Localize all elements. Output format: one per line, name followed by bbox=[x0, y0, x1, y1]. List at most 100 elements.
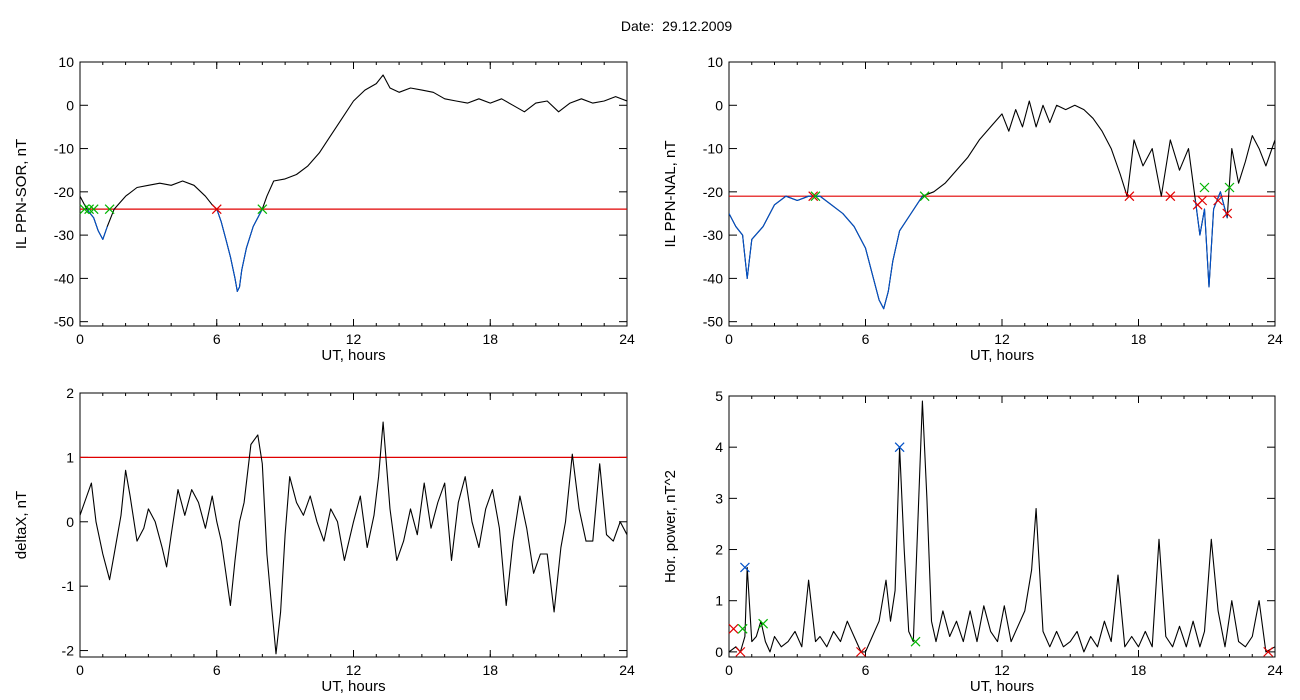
x-tick-label: 24 bbox=[1267, 331, 1283, 347]
cross-marker bbox=[211, 204, 222, 215]
y-tick-label: 10 bbox=[58, 54, 74, 70]
cross-marker-stroke bbox=[735, 646, 746, 657]
cross-marker bbox=[856, 646, 866, 657]
x-tick-label: 6 bbox=[213, 662, 221, 678]
y-axis-title: deltaX, nT bbox=[13, 491, 30, 559]
data-line bbox=[80, 421, 627, 655]
y-tick-label: -50 bbox=[54, 314, 74, 330]
y-tick-label: 4 bbox=[715, 439, 723, 455]
cross-marker-stroke bbox=[740, 562, 750, 573]
cross-marker bbox=[919, 191, 930, 202]
cross-marker-stroke bbox=[88, 204, 99, 215]
cross-marker-stroke bbox=[1165, 191, 1176, 202]
y-tick-label: -40 bbox=[54, 270, 74, 286]
cross-marker bbox=[104, 204, 115, 215]
x-tick-label: 6 bbox=[862, 331, 870, 347]
cross-marker-stroke bbox=[257, 204, 268, 215]
x-axis-title: UT, hours bbox=[321, 678, 385, 695]
x-tick-label: 12 bbox=[994, 662, 1010, 678]
y-axis-title: IL PPN-SOR, nT bbox=[13, 139, 30, 249]
cross-marker-stroke bbox=[856, 646, 866, 657]
y-axis-title: IL PPN-NAL, nT bbox=[662, 141, 679, 248]
y-tick-label: 3 bbox=[715, 490, 723, 506]
cross-marker-stroke bbox=[910, 636, 921, 647]
cross-marker-stroke bbox=[1199, 182, 1210, 193]
cross-marker bbox=[808, 191, 819, 202]
cross-marker-stroke bbox=[211, 204, 222, 215]
cross-marker bbox=[735, 646, 746, 657]
y-tick-label: -1 bbox=[62, 578, 75, 594]
x-tick-label: 0 bbox=[76, 662, 84, 678]
cross-marker-stroke bbox=[894, 442, 905, 453]
cross-marker-stroke bbox=[1197, 195, 1208, 206]
x-tick-label: 12 bbox=[994, 331, 1010, 347]
cross-marker bbox=[1263, 646, 1274, 657]
cross-marker-stroke bbox=[104, 204, 115, 215]
y-axis-title: Hor. power, nT^2 bbox=[662, 470, 679, 583]
y-tick-label: -10 bbox=[54, 141, 74, 157]
x-tick-label: 12 bbox=[346, 331, 362, 347]
data-line bbox=[729, 400, 1275, 653]
x-tick-label: 24 bbox=[619, 662, 635, 678]
figure-title: Date: 29.12.2009 bbox=[620, 18, 733, 34]
cross-marker-stroke bbox=[919, 191, 930, 202]
cross-marker bbox=[810, 191, 821, 202]
y-tick-label: -40 bbox=[703, 270, 723, 286]
data-line bbox=[729, 100, 1275, 310]
cross-marker bbox=[1222, 208, 1233, 219]
y-tick-label: -10 bbox=[703, 141, 723, 157]
cross-marker-stroke bbox=[808, 191, 819, 202]
blue-segment-line bbox=[1194, 191, 1228, 288]
y-tick-label: 0 bbox=[66, 97, 74, 113]
cross-marker-stroke bbox=[1222, 208, 1233, 219]
cross-marker bbox=[1124, 191, 1135, 202]
cross-marker bbox=[1224, 182, 1235, 193]
y-tick-label: -30 bbox=[703, 227, 723, 243]
x-tick-label: 6 bbox=[862, 662, 870, 678]
y-tick-label: 0 bbox=[715, 644, 723, 660]
cross-marker bbox=[910, 636, 921, 647]
blue-segment-line bbox=[216, 208, 263, 292]
cross-marker-stroke bbox=[728, 623, 739, 634]
cross-marker-stroke bbox=[1124, 191, 1135, 202]
y-tick-label: 1 bbox=[715, 593, 723, 609]
cross-marker bbox=[728, 623, 739, 634]
cross-marker bbox=[1165, 191, 1176, 202]
cross-marker-stroke bbox=[1263, 646, 1274, 657]
cross-marker bbox=[84, 204, 95, 215]
x-tick-label: 18 bbox=[482, 662, 498, 678]
x-tick-label: 12 bbox=[346, 662, 362, 678]
cross-marker bbox=[257, 204, 268, 215]
y-tick-label: 1 bbox=[66, 449, 74, 465]
cross-marker bbox=[737, 623, 748, 634]
data-line bbox=[80, 74, 627, 292]
cross-marker-stroke bbox=[737, 623, 748, 634]
blue-segment-line bbox=[86, 208, 108, 240]
x-axis-title: UT, hours bbox=[970, 347, 1034, 364]
y-tick-label: -2 bbox=[62, 643, 75, 659]
cross-marker bbox=[758, 618, 769, 629]
x-axis-title: UT, hours bbox=[970, 678, 1034, 695]
y-tick-label: -30 bbox=[54, 227, 74, 243]
x-tick-label: 6 bbox=[213, 331, 221, 347]
x-tick-label: 0 bbox=[725, 662, 733, 678]
x-tick-label: 18 bbox=[1131, 331, 1147, 347]
cross-marker-stroke bbox=[1224, 182, 1235, 193]
y-tick-label: -20 bbox=[703, 184, 723, 200]
y-tick-label: 10 bbox=[707, 54, 723, 70]
cross-marker bbox=[1199, 182, 1210, 193]
blue-segment-line bbox=[729, 195, 923, 310]
cross-marker bbox=[1213, 195, 1224, 206]
cross-marker bbox=[1197, 195, 1208, 206]
y-tick-label: 2 bbox=[715, 542, 723, 558]
y-tick-label: 2 bbox=[66, 385, 74, 401]
x-tick-label: 24 bbox=[619, 331, 635, 347]
plot-frame bbox=[79, 392, 628, 658]
cross-marker-stroke bbox=[84, 204, 95, 215]
panel-top-left: 0 6 12 18 24 -50 -40 -30 -20 -10 0 10 UT, hours IL PP… bbox=[13, 54, 635, 364]
cross-marker-stroke bbox=[758, 618, 769, 629]
y-tick-label: -50 bbox=[703, 314, 723, 330]
x-tick-label: 18 bbox=[1131, 662, 1147, 678]
